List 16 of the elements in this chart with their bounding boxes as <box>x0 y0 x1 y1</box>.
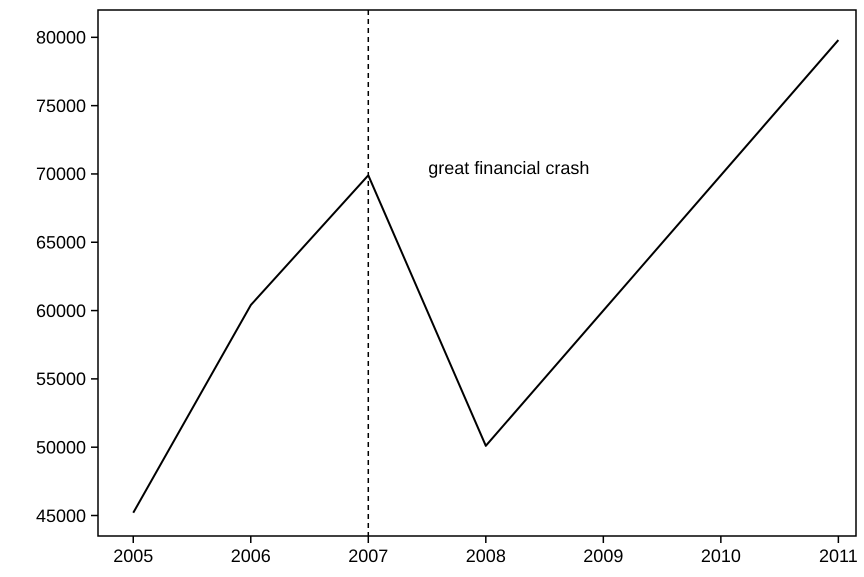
y-tick-label: 45000 <box>36 506 86 526</box>
x-tick-label: 2009 <box>583 546 624 566</box>
x-tick-label: 2010 <box>700 546 741 566</box>
y-tick-label: 75000 <box>36 96 86 116</box>
x-tick-label: 2005 <box>113 546 154 566</box>
x-tick-label: 2006 <box>230 546 271 566</box>
x-tick-label: 2007 <box>348 546 388 566</box>
y-tick-label: 60000 <box>36 300 86 321</box>
y-tick-label: 80000 <box>36 28 86 48</box>
x-tick-label: 2011 <box>819 546 858 566</box>
y-tick-label: 65000 <box>36 232 86 253</box>
x-tick-label: 2008 <box>466 546 506 566</box>
ref-line-label: great financial crash <box>428 158 590 178</box>
y-tick-label: 70000 <box>36 164 86 184</box>
y-tick-label: 55000 <box>36 369 86 390</box>
y-tick-label: 50000 <box>36 437 86 458</box>
